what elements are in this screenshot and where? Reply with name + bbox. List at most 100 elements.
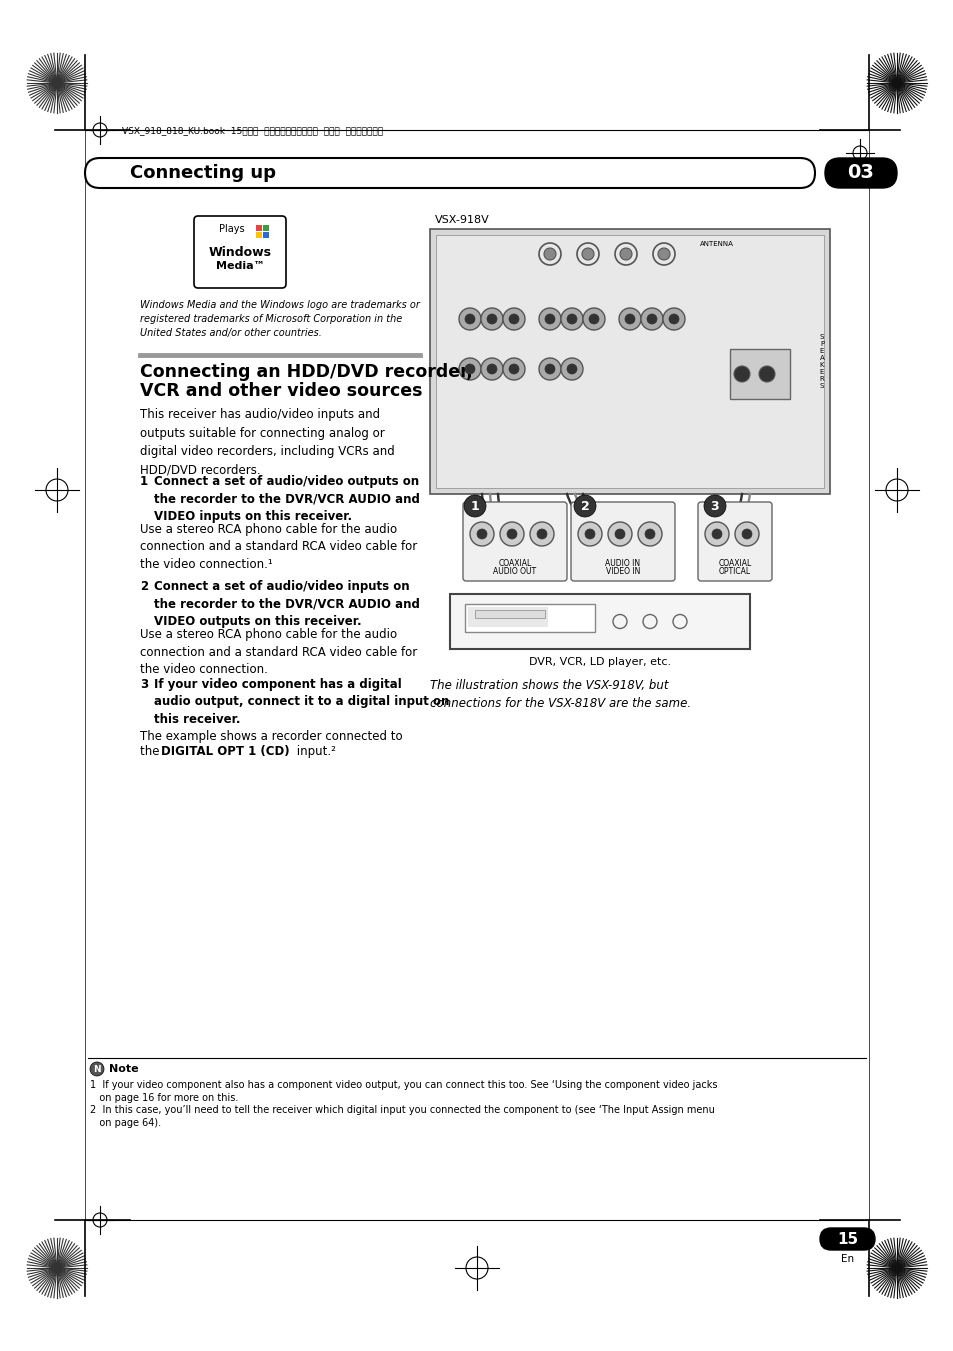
Text: 1: 1 (140, 476, 148, 488)
Circle shape (578, 521, 601, 546)
Circle shape (509, 313, 518, 324)
Circle shape (464, 363, 475, 374)
Circle shape (582, 308, 604, 330)
Text: 03: 03 (846, 163, 874, 182)
Text: on page 16 for more on this.: on page 16 for more on this. (90, 1093, 238, 1102)
Text: 3: 3 (710, 500, 719, 512)
Text: 3: 3 (140, 678, 148, 690)
Text: Plays: Plays (219, 224, 245, 234)
Text: AUDIO IN: AUDIO IN (605, 559, 639, 567)
Circle shape (574, 494, 596, 517)
FancyBboxPatch shape (85, 158, 814, 188)
Circle shape (537, 530, 546, 539)
Circle shape (581, 249, 594, 259)
Circle shape (703, 494, 725, 517)
Circle shape (640, 308, 662, 330)
Bar (255, 226, 262, 231)
Text: 2: 2 (140, 580, 148, 593)
Circle shape (644, 530, 655, 539)
Text: VSX-918V: VSX-918V (435, 215, 489, 226)
Circle shape (566, 363, 577, 374)
FancyBboxPatch shape (824, 158, 896, 188)
Bar (263, 232, 269, 238)
Circle shape (624, 313, 635, 324)
FancyBboxPatch shape (462, 503, 566, 581)
Circle shape (480, 358, 502, 380)
Bar (468, 607, 547, 627)
Circle shape (486, 363, 497, 374)
FancyBboxPatch shape (571, 503, 675, 581)
Circle shape (560, 308, 582, 330)
Circle shape (584, 530, 595, 539)
Circle shape (560, 358, 582, 380)
Text: The example shows a recorder connected to: The example shows a recorder connected t… (140, 730, 402, 743)
Circle shape (543, 249, 556, 259)
Circle shape (506, 530, 517, 539)
Bar (255, 232, 262, 238)
Circle shape (658, 249, 669, 259)
Circle shape (607, 521, 631, 546)
Bar (464, 604, 595, 632)
Circle shape (646, 313, 657, 324)
Circle shape (502, 358, 524, 380)
Text: S
P
E
A
K
E
R
S: S P E A K E R S (819, 334, 823, 389)
Text: Use a stereo RCA phono cable for the audio
connection and a standard RCA video c: Use a stereo RCA phono cable for the aud… (140, 523, 416, 571)
Circle shape (476, 530, 486, 539)
Circle shape (662, 308, 684, 330)
Circle shape (499, 521, 523, 546)
FancyBboxPatch shape (193, 216, 286, 288)
Circle shape (53, 1265, 61, 1273)
Text: VSX_918_818_KU.book  15ページ  ２００８年５月１５日  木曜日  午後６時４６分: VSX_918_818_KU.book 15ページ ２００８年５月１５日 木曜日… (122, 127, 383, 135)
Text: 15: 15 (836, 1232, 857, 1247)
Text: N: N (93, 1065, 101, 1074)
Circle shape (53, 78, 61, 86)
Circle shape (618, 308, 640, 330)
Text: Connect a set of audio/video outputs on
the recorder to the DVR/VCR AUDIO and
VI: Connect a set of audio/video outputs on … (153, 476, 419, 523)
Text: input.²: input.² (293, 744, 335, 758)
Text: En: En (840, 1254, 853, 1265)
Text: If your video component has a digital
audio output, connect it to a digital inpu: If your video component has a digital au… (153, 678, 449, 725)
Circle shape (638, 521, 661, 546)
Circle shape (502, 308, 524, 330)
Circle shape (733, 366, 749, 382)
Circle shape (544, 363, 555, 374)
Bar (430, 230, 829, 494)
Text: VIDEO IN: VIDEO IN (605, 567, 639, 576)
Circle shape (509, 363, 518, 374)
Circle shape (90, 1062, 104, 1075)
FancyBboxPatch shape (698, 503, 771, 581)
Circle shape (668, 313, 679, 324)
Circle shape (463, 494, 485, 517)
Text: COAXIAL: COAXIAL (497, 559, 531, 567)
Text: ANTENNA: ANTENNA (700, 240, 733, 247)
Circle shape (588, 313, 598, 324)
Bar (729, 349, 789, 399)
Bar (263, 226, 269, 231)
Text: Windows: Windows (209, 246, 272, 259)
Text: Connect a set of audio/video inputs on
the recorder to the DVR/VCR AUDIO and
VID: Connect a set of audio/video inputs on t… (153, 580, 419, 628)
Text: COAXIAL: COAXIAL (718, 559, 751, 567)
Text: Media™: Media™ (215, 261, 264, 272)
Text: the: the (140, 744, 163, 758)
Text: DIGITAL OPT 1 (CD): DIGITAL OPT 1 (CD) (161, 744, 290, 758)
Circle shape (704, 521, 728, 546)
Text: on page 64).: on page 64). (90, 1119, 161, 1128)
Text: This receiver has audio/video inputs and
outputs suitable for connecting analog : This receiver has audio/video inputs and… (140, 408, 395, 477)
Circle shape (619, 249, 631, 259)
Circle shape (741, 530, 751, 539)
Circle shape (538, 308, 560, 330)
Text: 1: 1 (470, 500, 478, 512)
Circle shape (615, 530, 624, 539)
Text: OPTICAL: OPTICAL (719, 567, 750, 576)
Text: Connecting up: Connecting up (130, 163, 275, 182)
Text: AUDIO OUT: AUDIO OUT (493, 567, 536, 576)
Circle shape (530, 521, 554, 546)
Circle shape (458, 358, 480, 380)
Text: Use a stereo RCA phono cable for the audio
connection and a standard RCA video c: Use a stereo RCA phono cable for the aud… (140, 628, 416, 676)
Circle shape (711, 530, 721, 539)
Circle shape (544, 313, 555, 324)
Text: Connecting an HDD/DVD recorder,: Connecting an HDD/DVD recorder, (140, 363, 473, 381)
Circle shape (464, 313, 475, 324)
Circle shape (892, 1265, 900, 1273)
Circle shape (538, 358, 560, 380)
